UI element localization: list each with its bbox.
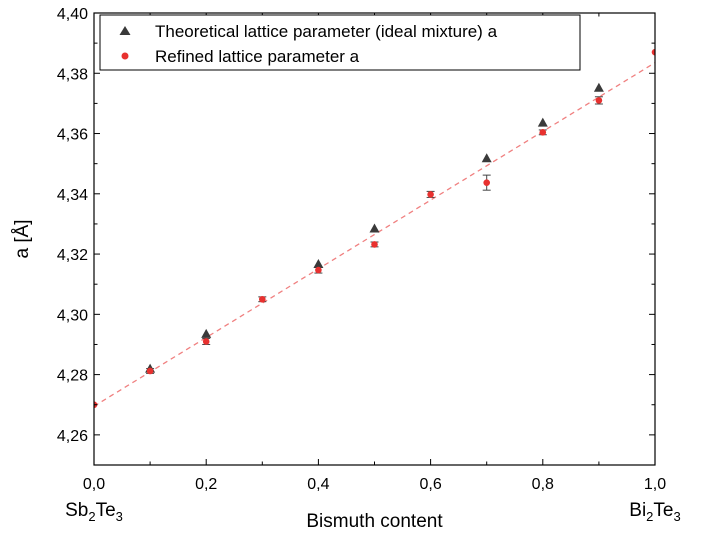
refined-point — [427, 191, 434, 198]
y-tick-label: 4,34 — [57, 187, 88, 204]
y-tick-label: 4,40 — [57, 6, 88, 23]
refined-point — [202, 338, 210, 345]
refined-point — [146, 367, 154, 375]
refined-point — [595, 97, 603, 104]
theoretical-point — [593, 82, 604, 92]
theoretical-point — [369, 223, 380, 233]
legend-box — [99, 14, 581, 71]
x-tick-label: 0,2 — [195, 476, 217, 493]
x-axis-title: Bismuth content — [306, 511, 443, 532]
y-tick-label: 4,36 — [57, 127, 88, 144]
fit-line — [94, 62, 655, 407]
refined-point — [651, 48, 655, 56]
legend-label-refined: Refined lattice parameter a — [155, 47, 360, 66]
y-tick-label: 4,32 — [57, 247, 88, 264]
refined-point — [539, 129, 547, 136]
plot-frame — [93, 12, 656, 466]
theoretical-point — [481, 153, 492, 163]
theoretical-point — [537, 117, 548, 127]
refined-point — [259, 295, 266, 303]
legend: Theoretical lattice parameter (ideal mix… — [99, 14, 581, 71]
y-tick-label: 4,26 — [57, 428, 88, 445]
y-tick-label: 4,30 — [57, 307, 88, 324]
y-tick-label: 4,28 — [57, 368, 88, 385]
legend-marker-triangle — [119, 26, 131, 35]
x-end-label-bi2te3: Bi2Te3 — [629, 500, 680, 524]
legend-label-theoretical: Theoretical lattice parameter (ideal mix… — [155, 22, 498, 41]
y-axis-title: a [Å] — [12, 219, 33, 258]
x-end-label-sb2te3: Sb2Te3 — [65, 500, 123, 524]
x-tick-label: 0,0 — [83, 476, 105, 493]
theoretical-point — [201, 328, 212, 338]
refined-point — [483, 179, 491, 186]
x-tick-label: 0,4 — [307, 476, 329, 493]
x-tick-label: 0,8 — [532, 476, 554, 493]
legend-marker-circle — [121, 52, 129, 60]
x-tick-label: 1,0 — [644, 476, 666, 493]
y-tick-label: 4,38 — [57, 66, 88, 83]
refined-point — [315, 266, 322, 274]
theoretical-point — [313, 259, 324, 269]
x-tick-label: 0,6 — [419, 476, 441, 493]
refined-point — [371, 241, 378, 248]
